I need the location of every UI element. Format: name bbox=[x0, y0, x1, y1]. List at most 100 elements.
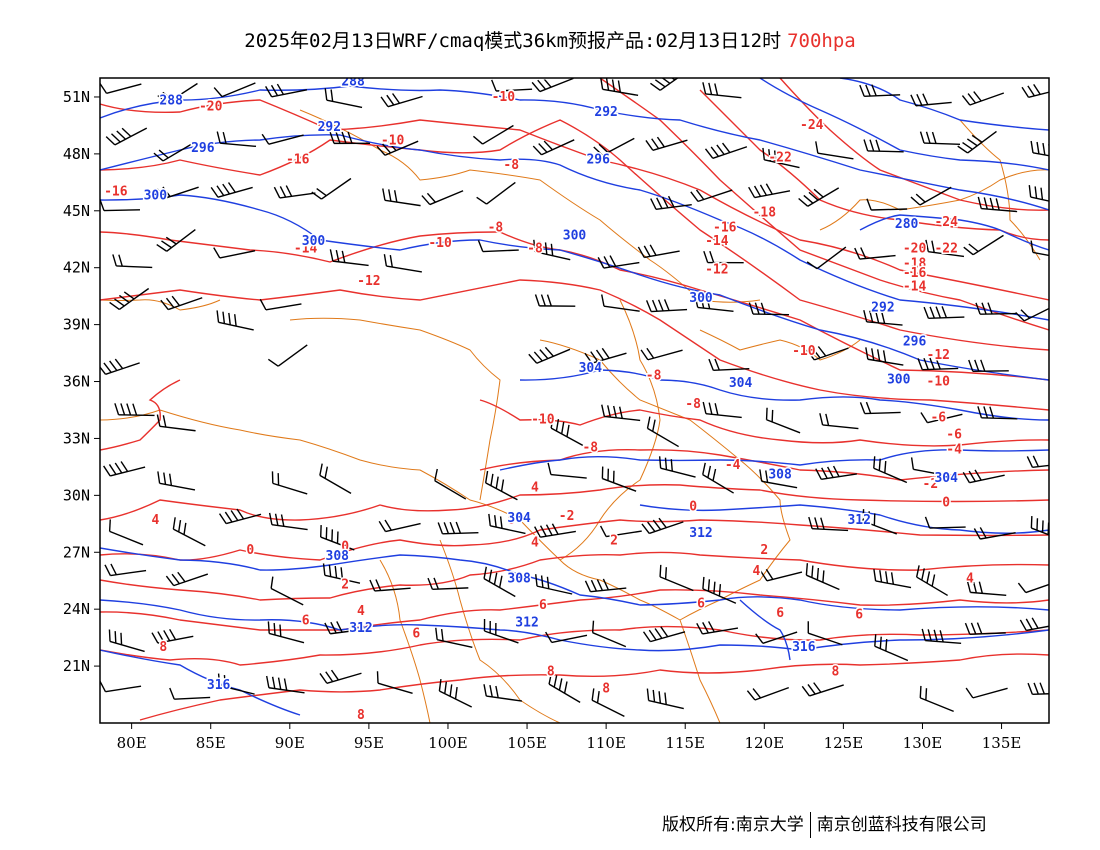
wind-barb bbox=[160, 295, 203, 311]
wind-barb bbox=[268, 512, 308, 531]
wind-barb bbox=[915, 565, 948, 597]
temperature-label: -10 bbox=[381, 133, 405, 148]
wind-barb bbox=[1028, 185, 1049, 202]
geopotential-label: 312 bbox=[349, 621, 372, 636]
wind-barb bbox=[483, 619, 519, 644]
wind-barb bbox=[273, 185, 316, 199]
wind-barb bbox=[690, 189, 733, 203]
temperature-label: 2 bbox=[341, 577, 349, 592]
temperature-label: -22 bbox=[934, 242, 957, 257]
wind-barb bbox=[324, 621, 366, 635]
temperature-label: 4 bbox=[357, 604, 365, 619]
geopotential-isoline bbox=[100, 649, 301, 716]
wind-barb bbox=[641, 517, 684, 535]
lon-label: 130E bbox=[903, 734, 943, 752]
temperature-label: 4 bbox=[151, 513, 159, 528]
geopotential-label: 292 bbox=[594, 105, 617, 120]
wind-barb bbox=[156, 414, 196, 432]
temperature-label: -6 bbox=[930, 410, 946, 425]
wind-barb bbox=[650, 195, 692, 210]
wind-barb bbox=[437, 521, 479, 535]
lon-label: 105E bbox=[507, 734, 547, 752]
temperature-label: -12 bbox=[523, 67, 546, 82]
wind-barb bbox=[584, 347, 627, 364]
wind-barb bbox=[645, 299, 688, 313]
wind-barb bbox=[808, 516, 849, 532]
geopotential-label: 300 bbox=[144, 188, 168, 203]
geopotential-label: 280 bbox=[895, 217, 919, 232]
temperature-isotherm bbox=[599, 78, 1049, 331]
wind-barb bbox=[533, 239, 571, 261]
temperature-label: -16 bbox=[903, 266, 927, 281]
wind-barb bbox=[435, 627, 473, 649]
wind-barb bbox=[547, 462, 587, 479]
geopotential-isoline bbox=[859, 214, 1049, 251]
wind-barb bbox=[601, 404, 641, 422]
temperature-label: -4 bbox=[946, 443, 962, 458]
wind-barb bbox=[807, 621, 843, 646]
wind-barb bbox=[329, 131, 370, 145]
wind-barb bbox=[218, 508, 262, 525]
temperature-label: -8 bbox=[488, 221, 504, 236]
lon-label: 115E bbox=[665, 734, 705, 752]
wind-barb bbox=[488, 513, 526, 535]
wind-barb bbox=[545, 631, 588, 644]
temperature-label: -22 bbox=[768, 150, 791, 165]
wind-barb bbox=[961, 91, 1005, 106]
wind-barb bbox=[694, 295, 734, 312]
wind-barb bbox=[957, 130, 997, 154]
geopotential-isoline bbox=[100, 194, 1049, 381]
wind-barb bbox=[966, 580, 1007, 597]
wind-barb bbox=[421, 190, 464, 206]
wind-barb bbox=[157, 82, 198, 104]
wind-barb bbox=[1030, 516, 1049, 536]
wind-barb bbox=[920, 412, 963, 424]
wind-barb bbox=[1019, 617, 1049, 632]
temperature-label: 4 bbox=[966, 572, 974, 587]
province-boundary bbox=[439, 539, 561, 723]
wind-barb bbox=[114, 403, 155, 417]
wind-barb bbox=[708, 358, 750, 372]
wind-barb bbox=[472, 124, 514, 145]
wind-barb bbox=[801, 682, 844, 697]
wind-barb bbox=[1015, 307, 1049, 322]
geopotential-label: 300 bbox=[563, 228, 587, 243]
province-boundary bbox=[559, 559, 721, 723]
temperature-label: -8 bbox=[527, 242, 543, 257]
temperature-label: 0 bbox=[246, 543, 254, 558]
wind-barb bbox=[172, 517, 206, 547]
wind-barb bbox=[873, 568, 912, 589]
wind-barb bbox=[866, 198, 908, 211]
geopotential-label: 300 bbox=[689, 291, 713, 306]
geopotential-label: 288 bbox=[159, 94, 183, 109]
wind-barb bbox=[859, 84, 901, 97]
temperature-label: 6 bbox=[412, 627, 420, 642]
lon-label: 110E bbox=[586, 734, 626, 752]
geopotential-label: 308 bbox=[768, 467, 792, 482]
wind-barb bbox=[702, 401, 742, 419]
wind-barb bbox=[963, 234, 1004, 256]
contour-labels: -12-10-20-16-10-8-16-24-22-18-16-14-12-1… bbox=[103, 67, 976, 723]
wind-barb bbox=[265, 83, 308, 98]
lat-label: 42N bbox=[63, 259, 90, 277]
wind-barb bbox=[427, 577, 469, 591]
wind-barb bbox=[369, 579, 411, 592]
geopotential-label: 316 bbox=[792, 640, 816, 655]
wind-barb bbox=[702, 576, 737, 604]
lon-label: 90E bbox=[275, 734, 305, 752]
temperature-label: 4 bbox=[531, 536, 539, 551]
temperature-label: -2 bbox=[923, 477, 939, 492]
wind-barb bbox=[601, 466, 637, 492]
wind-barb bbox=[805, 563, 840, 591]
temperature-isotherm bbox=[100, 484, 1049, 521]
wind-barb bbox=[100, 82, 142, 95]
wind-barb bbox=[873, 456, 908, 484]
temperature-label: -12 bbox=[927, 348, 950, 363]
geopotential-label: 312 bbox=[689, 526, 712, 541]
wind-barb bbox=[815, 141, 854, 160]
wind-barb bbox=[910, 457, 949, 477]
wind-barb bbox=[977, 196, 1018, 213]
wind-barb bbox=[1030, 240, 1049, 257]
temperature-label: 0 bbox=[341, 539, 349, 554]
